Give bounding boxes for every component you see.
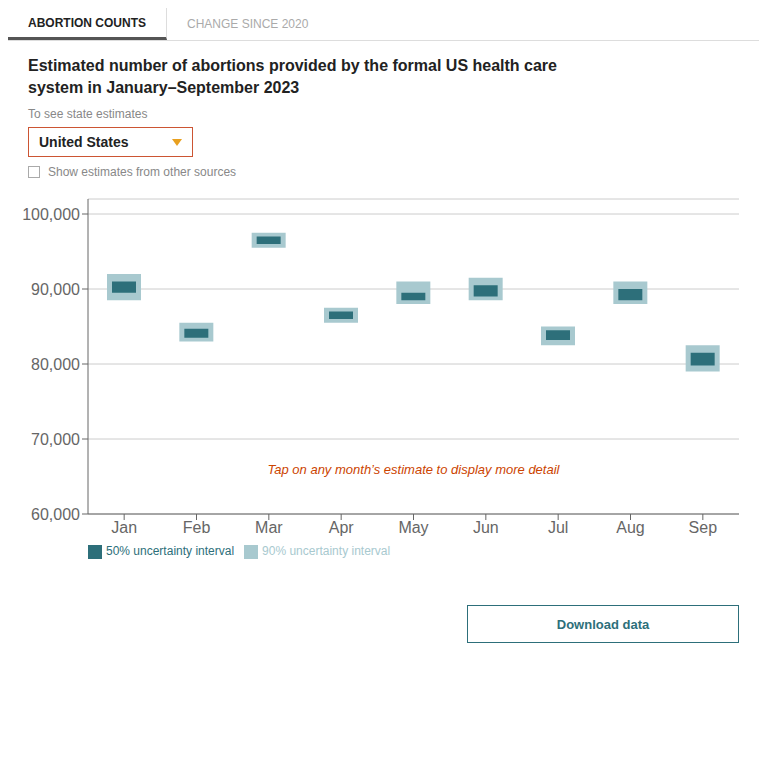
svg-text:Feb: Feb xyxy=(183,519,211,536)
svg-text:60,000: 60,000 xyxy=(31,506,80,523)
svg-text:Sep: Sep xyxy=(689,519,718,536)
html-text:Download data: Download data xyxy=(556,616,650,632)
html-text:Show estimates from other sour: Show estimates from other sources xyxy=(48,165,237,179)
html-text:90% uncertainty interval: 90% uncertainty interval xyxy=(262,544,391,558)
html-text:system in January–September 20: system in January–September 2023 xyxy=(28,79,300,96)
svg-text:Aug: Aug xyxy=(616,519,644,536)
html-text:CHANGE SINCE 2020: CHANGE SINCE 2020 xyxy=(187,17,309,31)
html-text:ABORTION COUNTS: ABORTION COUNTS xyxy=(28,15,146,30)
svg-text:70,000: 70,000 xyxy=(31,431,80,448)
svg-text:80,000: 80,000 xyxy=(31,356,80,373)
html-text:Estimated number of abortions: Estimated number of abortions provided b… xyxy=(28,57,557,74)
html-text:Tap on any month’s estimate to: Tap on any month’s estimate to display m… xyxy=(267,461,560,477)
html-text:50% uncertainty interval: 50% uncertainty interval xyxy=(106,544,235,558)
svg-text:100,000: 100,000 xyxy=(22,206,80,223)
svg-text:Apr: Apr xyxy=(329,519,355,536)
svg-text:90,000: 90,000 xyxy=(31,281,80,298)
svg-text:Jul: Jul xyxy=(548,519,568,536)
html-text:United States: United States xyxy=(39,134,129,150)
svg-text:Jun: Jun xyxy=(473,519,499,536)
svg-text:Jan: Jan xyxy=(111,519,137,536)
html-text:To see state estimates: To see state estimates xyxy=(28,107,148,121)
svg-text:May: May xyxy=(398,519,428,536)
svg-text:Mar: Mar xyxy=(255,519,283,536)
